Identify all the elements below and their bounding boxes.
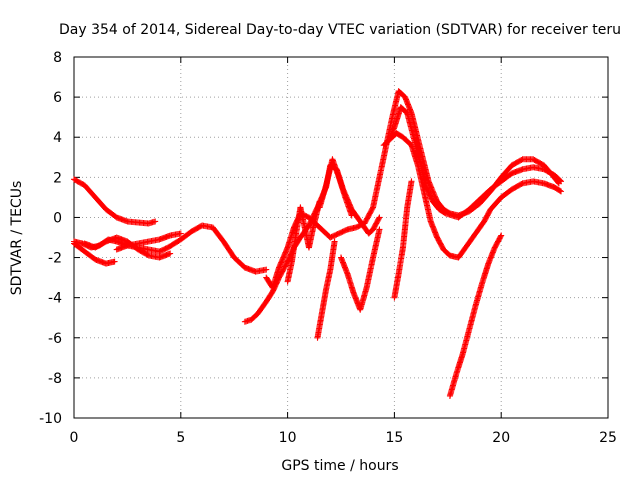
series-track-9 — [380, 130, 565, 261]
axes — [73, 56, 609, 419]
series-track-8 — [387, 104, 565, 221]
y-tick-label: 8 — [53, 50, 62, 66]
data-point — [558, 178, 565, 185]
data-point — [152, 218, 159, 225]
data-point — [177, 230, 184, 237]
x-axis-label: GPS time / hours — [281, 458, 398, 474]
y-tick-label: -8 — [48, 371, 62, 387]
data-point — [331, 238, 338, 245]
series-track-3 — [71, 240, 118, 267]
data-markers — [71, 88, 565, 399]
x-tick-label: 5 — [176, 430, 185, 446]
x-tick-label: 0 — [70, 430, 79, 446]
y-tick-label: 4 — [53, 130, 62, 146]
y-axis-label: SDTVAR / TECUs — [9, 181, 25, 296]
data-point — [348, 212, 355, 219]
y-tick-label: 2 — [53, 170, 62, 186]
y-tick-label: 6 — [53, 90, 62, 106]
y-tick-label: 0 — [53, 210, 62, 226]
data-point — [556, 187, 563, 194]
data-point — [558, 188, 565, 195]
data-point — [167, 250, 174, 257]
y-tick-label: -6 — [48, 331, 62, 347]
series-track-12 — [338, 226, 383, 313]
series-track-11 — [314, 238, 338, 341]
series-track-5 — [113, 230, 184, 253]
data-point — [369, 205, 376, 212]
data-point — [376, 214, 383, 221]
data-point — [376, 226, 383, 233]
chart-title: Day 354 of 2014, Sidereal Day-to-day VTE… — [59, 22, 621, 38]
y-tick-label: -2 — [48, 251, 62, 267]
series-track-15 — [316, 156, 355, 219]
x-tick-label: 10 — [279, 430, 297, 446]
tick-labels: 0 5 10 15 20 25 -10 -8 -6 -4 -2 0 2 4 6 8 — [39, 50, 617, 446]
series-track-13 — [446, 232, 505, 399]
series-track-1 — [71, 176, 159, 227]
series-track-10 — [391, 178, 415, 301]
data-point — [111, 258, 118, 265]
grid — [74, 57, 608, 418]
data-point — [557, 177, 564, 184]
data-point — [408, 178, 415, 185]
plot-frame — [73, 56, 609, 419]
data-point — [498, 232, 505, 239]
data-point — [375, 215, 382, 222]
x-tick-label: 25 — [599, 430, 617, 446]
data-point — [263, 266, 270, 273]
data-point — [497, 233, 504, 240]
series-track-2 — [71, 222, 270, 275]
x-tick-label: 15 — [385, 430, 403, 446]
x-tick-label: 20 — [492, 430, 510, 446]
y-tick-label: -10 — [39, 411, 62, 427]
y-tick-label: -4 — [48, 291, 62, 307]
